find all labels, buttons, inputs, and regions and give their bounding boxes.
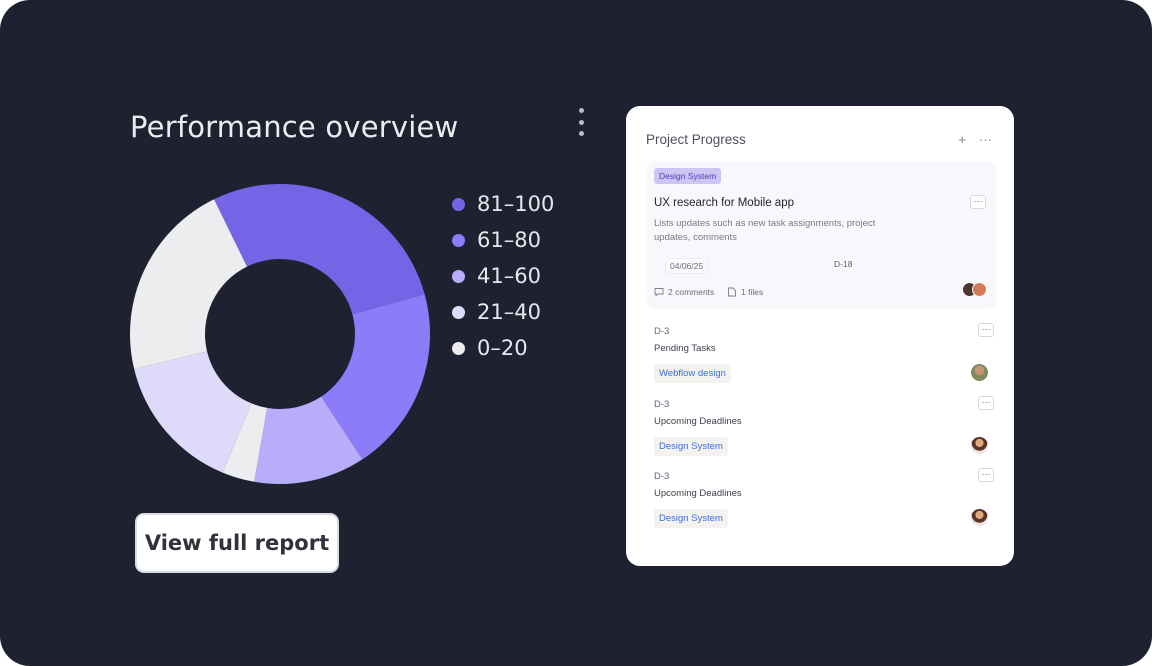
featured-task[interactable]: Design System UX research for Mobile app… xyxy=(647,161,996,309)
kebab-dot xyxy=(578,108,584,113)
task-tag: Design System xyxy=(654,437,728,456)
legend-item-41-60: 41–60 xyxy=(452,258,554,294)
card-title: Project Progress xyxy=(646,132,746,147)
donut-segment-0–20 xyxy=(130,199,248,370)
task-more-button[interactable]: ··· xyxy=(978,396,994,410)
comment-icon xyxy=(654,288,664,297)
card-actions: + ··· xyxy=(958,132,992,147)
legend-label: 81–100 xyxy=(477,192,555,216)
kebab-vertical-icon[interactable] xyxy=(574,108,588,136)
add-icon[interactable]: + xyxy=(958,132,966,147)
kebab-dot xyxy=(578,131,584,136)
file-icon xyxy=(728,287,736,297)
kebab-dot xyxy=(578,119,584,125)
tag-badge: Design System xyxy=(654,168,722,184)
legend-label: 41–60 xyxy=(477,264,541,288)
comments-label: 2 comments xyxy=(668,287,715,297)
task-more-button[interactable]: ··· xyxy=(978,468,994,482)
project-progress-card: Project Progress + ··· Design System UX … xyxy=(626,106,1014,566)
task-item[interactable]: D-3 Upcoming Deadlines Design System ··· xyxy=(654,396,994,463)
task-more-button[interactable]: ··· xyxy=(978,323,994,337)
task-id: D-18 xyxy=(834,259,853,269)
legend-item-21-40: 21–40 xyxy=(452,294,554,330)
task-name: Pending Tasks xyxy=(654,343,716,354)
avatar xyxy=(971,364,988,381)
files-label: 1 files xyxy=(741,287,764,297)
legend-dot xyxy=(452,341,465,355)
task-id: D-3 xyxy=(654,471,670,482)
avatar xyxy=(971,437,988,454)
more-horizontal-icon[interactable]: ··· xyxy=(979,132,992,147)
task-id: D-3 xyxy=(654,326,670,337)
due-date: 04/06/25 xyxy=(665,258,709,274)
task-description: Lists updates such as new task assignmen… xyxy=(654,218,876,243)
files-count[interactable]: 1 files xyxy=(727,287,763,297)
task-item[interactable]: D-3 Upcoming Deadlines Design System ··· xyxy=(654,468,994,535)
legend-item-61-80: 61–80 xyxy=(452,222,554,258)
legend-dot xyxy=(452,197,465,211)
legend-item-81-100: 81–100 xyxy=(452,186,554,222)
page-title: Performance overview xyxy=(130,110,459,144)
legend-label: 61–80 xyxy=(477,228,541,252)
legend-dot xyxy=(452,233,465,247)
task-item[interactable]: D-3 Pending Tasks Webflow design ··· xyxy=(654,323,994,390)
legend-dot xyxy=(452,305,465,319)
legend-label: 21–40 xyxy=(477,300,541,324)
assignee-avatars xyxy=(962,282,987,297)
chart-legend: 81–100 61–80 41–60 21–40 0–20 xyxy=(452,186,554,366)
task-title: UX research for Mobile app xyxy=(654,197,794,209)
donut-segment-0–20 xyxy=(222,403,268,482)
task-name: Upcoming Deadlines xyxy=(654,416,742,427)
performance-donut-chart xyxy=(130,184,430,484)
task-tag: Design System xyxy=(654,509,728,528)
donut-segment-21–40 xyxy=(134,351,252,473)
donut-segment-41–60 xyxy=(254,396,363,484)
avatar xyxy=(972,282,987,297)
task-more-button[interactable]: ··· xyxy=(970,195,986,209)
legend-label: 0–20 xyxy=(477,336,528,360)
view-full-report-button[interactable]: View full report xyxy=(135,513,339,573)
donut-segment-81–100 xyxy=(214,184,425,315)
legend-dot xyxy=(452,269,465,283)
donut-segment-61–80 xyxy=(321,294,430,460)
legend-item-0-20: 0–20 xyxy=(452,330,554,366)
task-tag: Webflow design xyxy=(654,364,731,383)
task-name: Upcoming Deadlines xyxy=(654,488,742,499)
task-id: D-3 xyxy=(654,399,670,410)
comments-count[interactable]: 2 comments xyxy=(654,287,714,297)
avatar xyxy=(971,509,988,526)
